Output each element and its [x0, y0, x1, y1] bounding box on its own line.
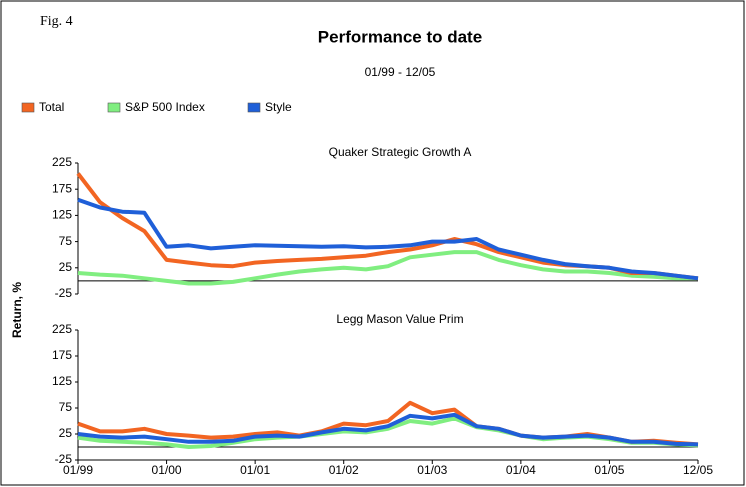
series-line [77, 250, 698, 286]
legend-label: S&P 500 Index [125, 100, 205, 114]
legend-swatch [21, 102, 35, 113]
x-tick-label: 01/02 [329, 463, 359, 477]
legend-label: Total [39, 100, 64, 114]
figure-label: Fig. 4 [40, 14, 73, 29]
y-tick-label: 175 [52, 181, 72, 195]
panel-title: Legg Mason Value Prim [336, 312, 463, 326]
panel-title: Quaker Strategic Growth A [329, 145, 472, 159]
chart-subtitle: 01/99 - 12/05 [365, 65, 436, 79]
x-tick-label: 01/99 [63, 463, 93, 477]
y-tick-label: 125 [52, 374, 72, 388]
y-tick-label: 75 [59, 234, 73, 248]
y-tick-label: -25 [55, 286, 73, 300]
y-tick-label: 225 [52, 155, 72, 169]
y-tick-label: 75 [59, 400, 73, 414]
x-tick-label: 01/04 [506, 463, 536, 477]
x-tick-label: 01/03 [417, 463, 447, 477]
legend-swatch [247, 102, 261, 113]
y-tick-label: 25 [59, 426, 73, 440]
x-tick-label: 01/05 [594, 463, 624, 477]
y-tick-label: 175 [52, 348, 72, 362]
x-tick-label: 12/05 [683, 463, 713, 477]
x-tick-label: 01/01 [240, 463, 270, 477]
y-tick-label: 25 [59, 260, 73, 274]
y-tick-label: -25 [55, 452, 73, 466]
series-line [77, 197, 699, 281]
chart-title: Performance to date [318, 27, 482, 46]
y-tick-label: 125 [52, 208, 72, 222]
series-line [77, 412, 699, 447]
x-tick-label: 01/00 [152, 463, 182, 477]
y-tick-label: 225 [52, 322, 72, 336]
legend-swatch [107, 102, 121, 113]
legend-label: Style [265, 100, 292, 114]
y-axis-label: Return, % [10, 282, 24, 338]
